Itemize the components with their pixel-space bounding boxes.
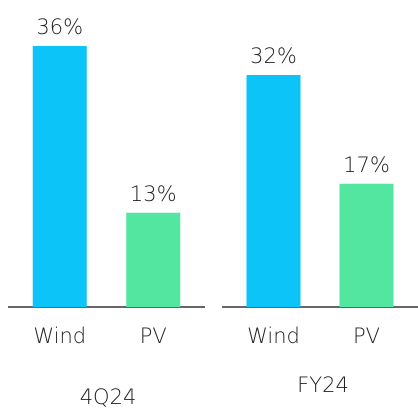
category-label: Wind bbox=[247, 324, 300, 348]
value-label: 17% bbox=[343, 153, 390, 177]
bar bbox=[32, 46, 87, 307]
value-label: 32% bbox=[250, 44, 297, 68]
category-label: PV bbox=[140, 324, 167, 348]
bar bbox=[246, 75, 301, 307]
bar bbox=[126, 212, 181, 307]
bar bbox=[339, 183, 394, 307]
group-title: 4Q24 bbox=[80, 385, 137, 409]
value-label: 13% bbox=[130, 182, 177, 206]
category-label: PV bbox=[353, 324, 380, 348]
category-label: Wind bbox=[33, 324, 86, 348]
value-label: 36% bbox=[36, 15, 83, 39]
group-title: FY24 bbox=[297, 373, 349, 397]
